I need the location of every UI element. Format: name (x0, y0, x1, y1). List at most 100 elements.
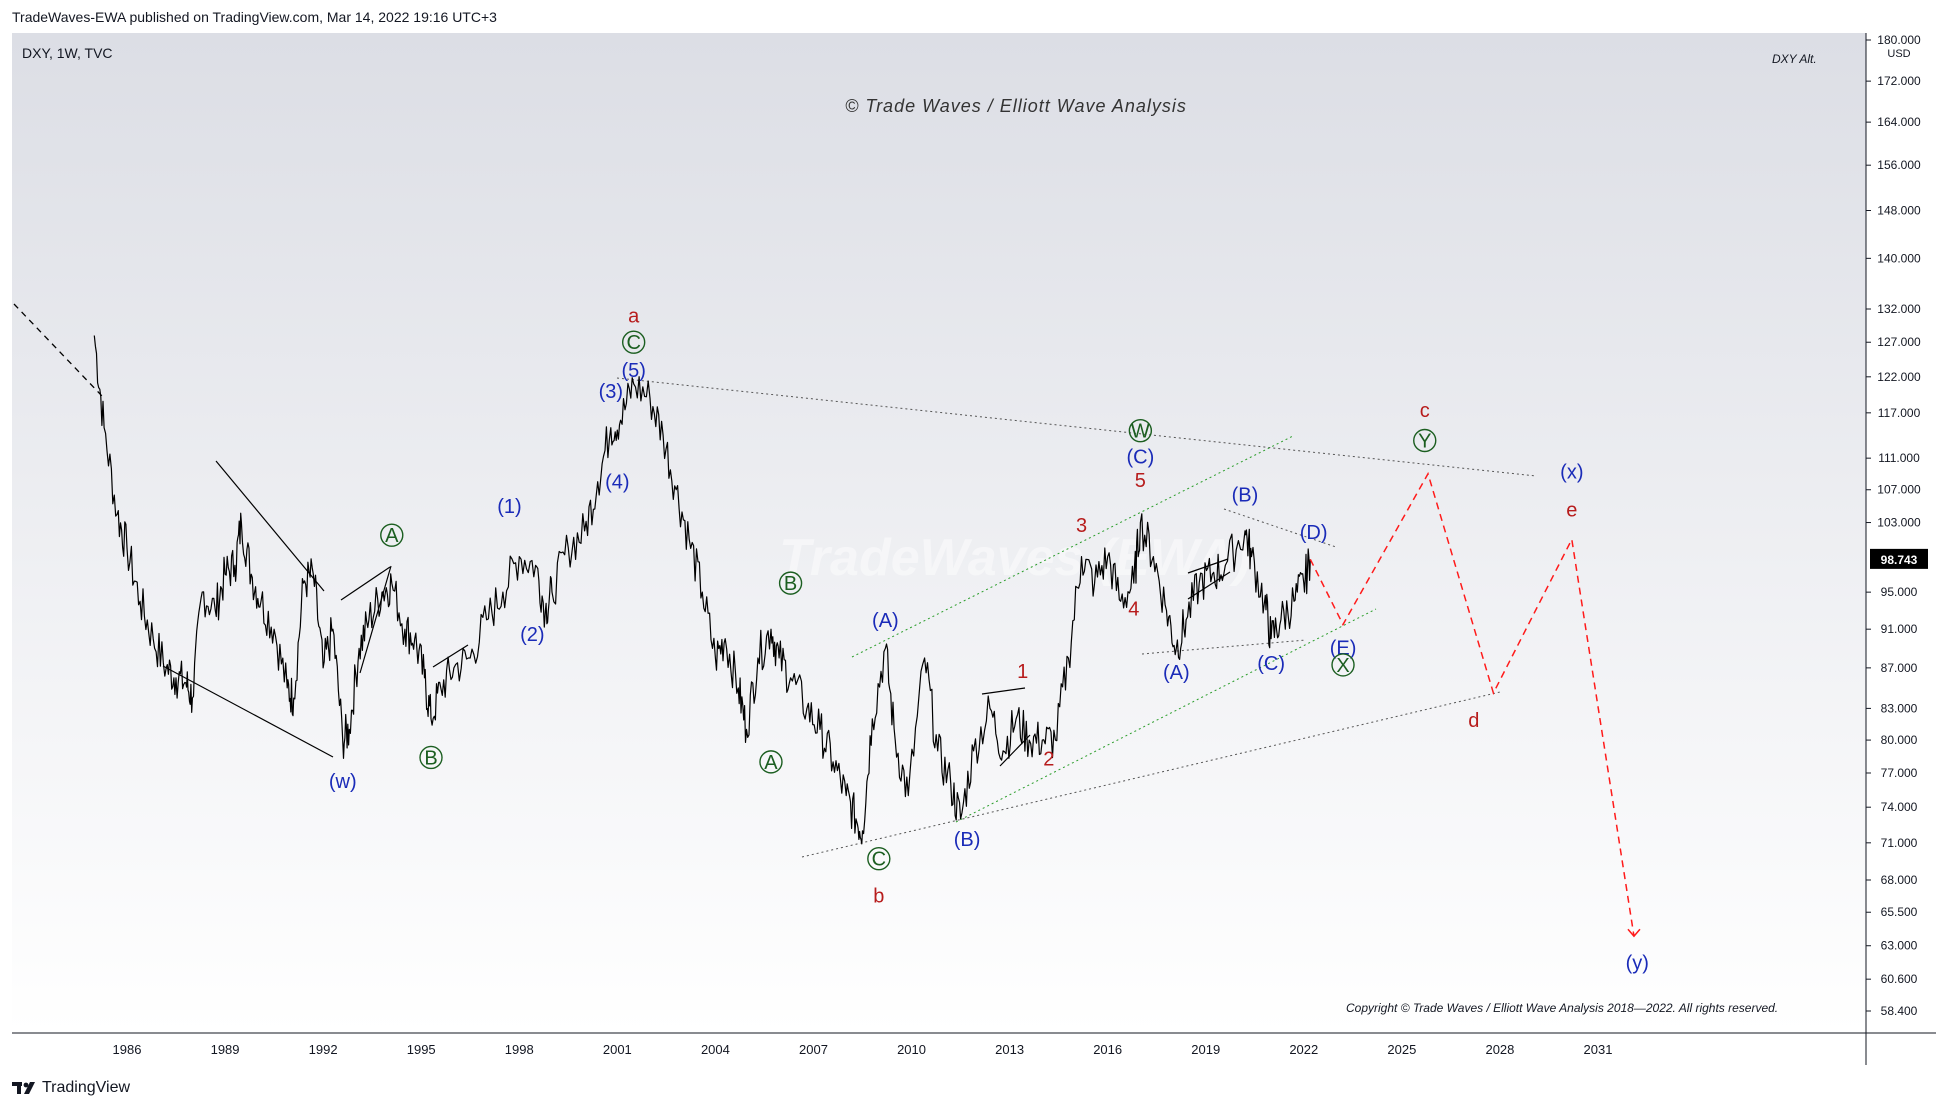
svg-text:(B): (B) (1232, 485, 1259, 507)
y-tick-label: 107.000 (1877, 483, 1921, 497)
wave-label: 1 (1017, 661, 1028, 683)
wave-label: 3 (1076, 515, 1087, 537)
wave-labels: aC(5)(3)(4)(1)(2)AB(w)BA(A)Cb(B)12345(C)… (329, 306, 1649, 975)
projection-arrowhead (1627, 928, 1641, 938)
x-tick-label: 1995 (407, 1042, 436, 1057)
svg-text:(C): (C) (1257, 653, 1285, 675)
wave-label: e (1566, 499, 1577, 521)
svg-text:A: A (385, 525, 399, 547)
upper-channel-line (851, 435, 1294, 658)
wave-label: (x) (1560, 461, 1583, 483)
wave-label: (E) (1330, 637, 1357, 659)
wedge-upper-line (215, 460, 325, 592)
svg-text:(w): (w) (329, 771, 357, 793)
x-tick-label: 2004 (701, 1042, 730, 1057)
y-tick-label: 65.500 (1881, 905, 1918, 919)
x-tick-label: 2025 (1387, 1042, 1416, 1057)
svg-text:(4): (4) (605, 472, 629, 494)
triangle-c-line (981, 687, 1026, 695)
plot-area[interactable] (12, 33, 1866, 1033)
svg-text:b: b (873, 885, 884, 907)
svg-text:a: a (628, 306, 640, 328)
price-unit-label: USD (1887, 48, 1910, 60)
x-tick-label: 2013 (995, 1042, 1024, 1057)
x-tick-label: 2007 (799, 1042, 828, 1057)
watermark-center: TradeWaves (EWA) (779, 529, 1251, 587)
svg-text:Y: Y (1418, 430, 1431, 452)
y-tick-label: 77.000 (1881, 766, 1918, 780)
svg-text:2: 2 (1043, 749, 1054, 771)
y-tick-label: 80.000 (1881, 733, 1918, 747)
wave-label: (2) (520, 624, 544, 646)
wave-label: (3) (599, 381, 623, 403)
svg-text:(E): (E) (1330, 637, 1357, 659)
x-tick-label: 2016 (1093, 1042, 1122, 1057)
svg-text:W: W (1131, 421, 1150, 443)
triangle-a-lower-line (359, 565, 392, 674)
y-tick-label: 180.000 (1877, 33, 1921, 47)
y-tick-label: 91.000 (1881, 622, 1918, 636)
y-tick-label: 71.000 (1881, 836, 1918, 850)
y-tick-label: 68.000 (1881, 873, 1918, 887)
projection-path (1309, 471, 1635, 937)
svg-text:X: X (1336, 655, 1349, 677)
svg-text:(5): (5) (621, 360, 645, 382)
wave-label: (1) (497, 496, 521, 518)
svg-text:(3): (3) (599, 381, 623, 403)
wave-label: B (778, 571, 803, 595)
x-tick-label: 1992 (309, 1042, 338, 1057)
x-tick-label: 2028 (1485, 1042, 1514, 1057)
y-tick-label: 117.000 (1878, 406, 1921, 420)
x-tick-label: 1986 (113, 1042, 142, 1057)
price-line[interactable] (93, 335, 1311, 845)
x-tick-label: 2010 (897, 1042, 926, 1057)
svg-text:1: 1 (1017, 661, 1028, 683)
y-tick-label: 140.000 (1877, 251, 1921, 265)
trend-lines (13, 303, 1537, 858)
wave-label: (5) (621, 360, 645, 382)
svg-text:(B): (B) (954, 829, 981, 851)
lower-channel-line (955, 608, 1377, 823)
svg-text:(A): (A) (1163, 662, 1190, 684)
wave-label: b (873, 885, 884, 907)
y-tick-label: 63.000 (1881, 939, 1918, 953)
triangle-b-line (432, 644, 469, 668)
publish-header: TradeWaves-EWA published on TradingView.… (12, 9, 497, 25)
chart-title: DXY Alt. (1772, 52, 1817, 66)
svg-text:(2): (2) (520, 624, 544, 646)
svg-text:A: A (764, 752, 778, 774)
svg-text:d: d (1468, 710, 1479, 732)
svg-text:4: 4 (1128, 599, 1139, 621)
wave-label: (y) (1626, 952, 1649, 974)
y-tick-label: 74.000 (1881, 800, 1918, 814)
wave-label: d (1468, 710, 1479, 732)
x-tick-label: 1989 (211, 1042, 240, 1057)
svg-text:(D): (D) (1300, 522, 1328, 544)
wave-label: (A) (872, 610, 899, 632)
y-tick-label: 156.000 (1877, 158, 1921, 172)
tradingview-logo-icon (12, 1082, 35, 1094)
wave-label: (D) (1300, 522, 1328, 544)
wave-label: (C) (1126, 447, 1154, 469)
wave-label: a (628, 306, 640, 328)
footer-brand: TradingView (42, 1079, 131, 1096)
svg-text:(C): (C) (1126, 447, 1154, 469)
footer: TradingView (12, 1079, 130, 1097)
wave-label: B (419, 745, 443, 769)
wave-label: C (621, 330, 646, 354)
symbol-label: DXY, 1W, TVC (22, 45, 113, 61)
copyright-note: Copyright © Trade Waves / Elliott Wave A… (1346, 1001, 1778, 1015)
wave-label: (B) (1232, 485, 1259, 507)
y-tick-label: 148.000 (1877, 204, 1921, 218)
x-tick-label: 2022 (1289, 1042, 1318, 1057)
y-tick-label: 164.000 (1877, 115, 1921, 129)
wave-label: A (759, 750, 783, 774)
upper-triangle-line (616, 377, 1537, 477)
svg-text:C: C (626, 332, 640, 354)
wave-label: (C) (1257, 653, 1285, 675)
wave-label: (w) (329, 771, 357, 793)
y-tick-label: 127.000 (1877, 335, 1921, 349)
y-tick-label: 60.600 (1881, 972, 1918, 986)
